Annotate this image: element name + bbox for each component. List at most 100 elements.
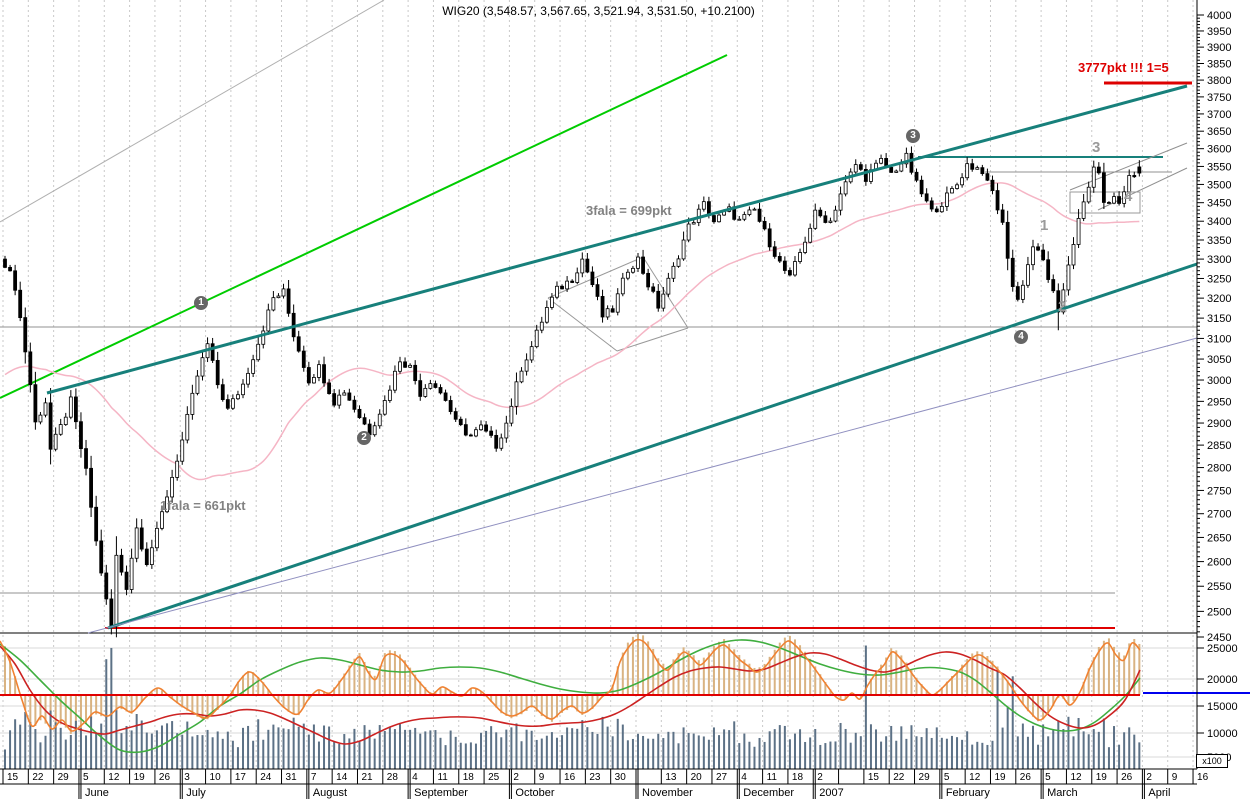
volume-bar [404,729,407,769]
month-label: February [946,787,991,799]
volume-bar [454,736,457,769]
candle-body [58,424,63,435]
volume-bar [940,737,943,769]
histogram-bar [348,665,351,695]
month-label: September [414,787,468,799]
trend-line [0,0,385,223]
histogram-bar [915,677,918,695]
volume-bar [753,746,756,769]
volume-bar [809,737,812,769]
candle-body [980,167,985,175]
candle-body [1026,264,1030,286]
histogram-bar [733,649,736,695]
candle-body [438,387,443,394]
candle-body [281,288,286,297]
histogram-bar [763,663,766,695]
volume-axis-label: 20000 [1207,674,1238,686]
volume-bar [171,721,174,769]
candle-body [474,429,478,437]
histogram-bar [480,691,483,695]
candle-body [1127,175,1132,193]
price-axis-label: 2500 [1207,606,1231,618]
candle-body [782,260,787,271]
price-axis-label: 3750 [1207,92,1231,104]
histogram-bar [100,695,103,717]
trend-line [0,54,728,399]
histogram-bar [424,687,427,695]
histogram-bar [819,674,822,695]
volume-bar [743,733,746,769]
volume-bar [763,741,766,769]
volume-bar [1087,734,1090,769]
volume-bar [480,732,483,769]
candle-body [261,330,266,345]
volume-bar [378,725,381,769]
histogram-bar [1031,695,1034,717]
week-label: 18 [792,772,804,783]
indicator-line-green [0,639,1141,754]
volume-bar [373,738,376,769]
volume-bar [323,725,326,769]
histogram-bar [1001,673,1004,695]
histogram-bar [414,674,417,695]
volume-bar [586,727,589,769]
candle-body [180,439,185,462]
volume-bar [181,734,184,769]
histogram-bar [216,695,219,710]
histogram-bar [1123,655,1126,695]
volume-bar [100,723,103,769]
price-axis-label: 2850 [1207,440,1231,452]
histogram-bar [535,695,538,712]
histogram-bar [793,639,796,695]
moving-average-line [4,182,1140,481]
candle-body [89,467,93,508]
candle-body [190,392,195,415]
week-label: 29 [58,772,70,783]
candle-body [894,170,899,173]
histogram-bar [743,659,746,695]
candle-body [772,246,777,257]
volume-bar [773,729,776,769]
histogram-bar [611,684,614,695]
volume-axis-label: 25000 [1207,643,1238,655]
histogram-bar [515,695,518,717]
candle-body [691,222,696,225]
volume-bar [555,737,558,769]
volume-bar [890,725,893,769]
volume-bar [849,742,852,769]
price-axis-label: 3100 [1207,333,1231,345]
candle-body [129,557,134,590]
histogram-bar [1072,695,1075,702]
histogram-bar [859,695,862,698]
candle-body [762,220,767,230]
candle-body [79,421,83,449]
histogram-bar [1026,695,1029,712]
volume-bar [231,740,234,769]
volume-bar [257,719,260,769]
week-label: 25 [488,772,500,783]
histogram-bar [252,672,255,695]
candle-body [347,392,352,401]
candle-body [509,405,514,424]
volume-bar [1042,724,1045,769]
histogram-bar [616,666,619,695]
volume-bar [702,736,705,769]
week-label: 30 [615,772,627,783]
candle-body [924,193,929,202]
histogram-bar [79,695,82,729]
price-axis-label: 2950 [1207,396,1231,408]
candle-body [752,208,757,211]
histogram-bar [307,695,310,700]
histogram-bar [966,658,969,695]
volume-bar [606,726,609,769]
candle-body [818,209,823,217]
volume-bar [854,732,857,769]
channel-trend-line [46,84,1188,395]
candle-body [286,288,291,314]
histogram-bar [181,695,184,708]
month-label: June [85,787,109,799]
histogram-bar [409,667,412,695]
candle-body [33,384,38,423]
volume-bar [4,749,6,769]
